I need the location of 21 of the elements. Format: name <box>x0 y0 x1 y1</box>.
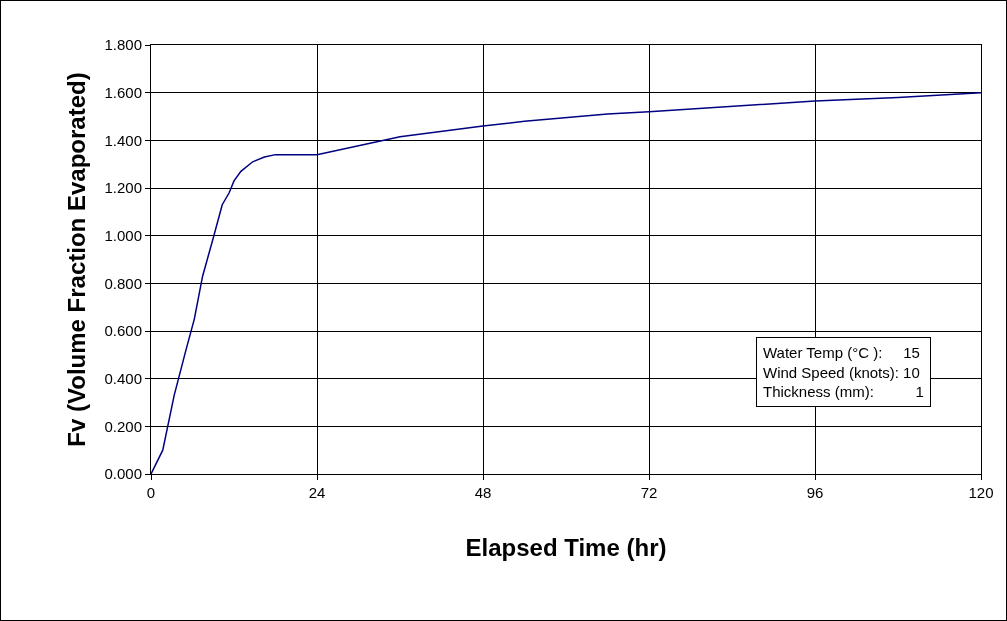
y-tick-label: 0.400 <box>104 369 142 387</box>
x-tick-label: 0 <box>146 484 156 501</box>
y-tick-label: 1.000 <box>104 226 142 244</box>
y-tick-label: 0.200 <box>104 417 142 435</box>
y-tick-label: 0.000 <box>104 465 142 483</box>
y-axis-title: Fv (Volume Fraction Evaporated) <box>62 72 90 447</box>
y-tick-label: 0.800 <box>104 274 142 292</box>
y-tick-label: 0.600 <box>104 322 142 340</box>
x-tick-label: 96 <box>806 484 824 501</box>
annotation: Thickness (mm): 1 <box>763 383 924 400</box>
annotation: Water Temp (°C ): 15 <box>763 344 920 361</box>
x-tick-label: 72 <box>640 484 658 501</box>
y-tick-label: 1.600 <box>104 83 142 101</box>
x-axis-title: Elapsed Time (hr) <box>465 534 667 561</box>
x-tick-label: 24 <box>308 484 326 501</box>
y-tick-label: 1.800 <box>104 36 142 54</box>
y-tick-label: 1.400 <box>104 131 142 149</box>
y-tick-label: 1.200 <box>104 179 142 197</box>
x-tick-label: 120 <box>968 484 994 501</box>
x-tick-label: 48 <box>474 484 492 501</box>
annotation: Wind Speed (knots): 10 <box>763 363 920 381</box>
